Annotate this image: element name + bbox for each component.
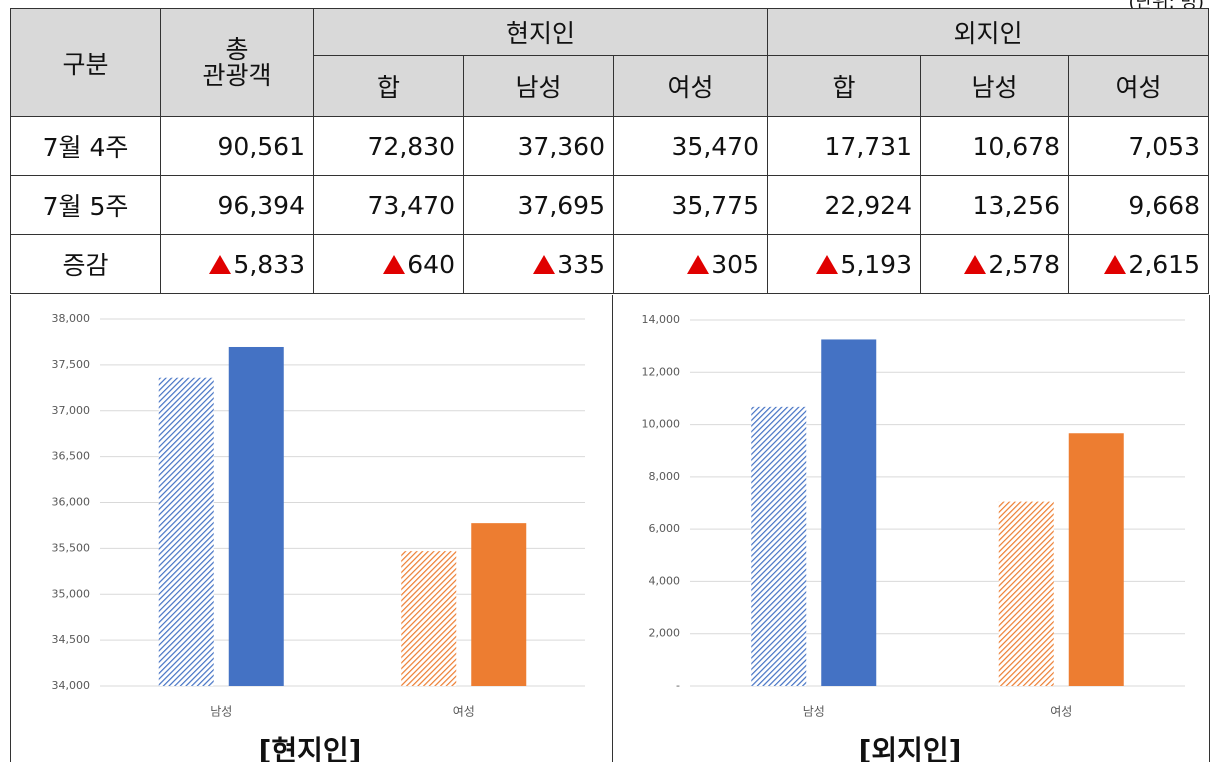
header-cell: 외지인 (767, 8, 1209, 56)
bar (821, 339, 877, 686)
subheader-cell: 합 (313, 55, 464, 117)
cell: 5,193 (767, 234, 921, 294)
x-tick-label: 여성 (1050, 705, 1072, 719)
change-value: 5,193 (840, 249, 912, 279)
cell: 35,470 (613, 116, 768, 176)
increase-icon (383, 254, 406, 274)
bar (158, 377, 214, 686)
table-row: 7월 4주 90,561 72,830 37,360 35,470 17,731 10,67… (10, 116, 1209, 176)
y-tick-label: 37,500 (52, 358, 91, 371)
cell: 22,924 (767, 175, 921, 235)
change-value: 335 (557, 249, 605, 279)
increase-icon (533, 254, 556, 274)
x-tick-label: 여성 (453, 705, 475, 719)
increase-icon (816, 254, 839, 274)
bar (228, 346, 284, 686)
cell: 10,678 (920, 116, 1069, 176)
row-label: 7월 5주 (10, 175, 161, 235)
divider (612, 295, 613, 762)
increase-icon (964, 254, 987, 274)
y-tick-label: - (676, 679, 680, 692)
subheader-cell: 남성 (920, 55, 1069, 117)
change-value: 640 (407, 249, 455, 279)
y-tick-label: 12,000 (642, 365, 681, 378)
change-value: 5,833 (233, 249, 305, 279)
change-value: 2,578 (988, 249, 1060, 279)
bar (1068, 433, 1124, 686)
table-row: 7월 5주 96,394 73,470 37,695 35,775 22,924 13,25… (10, 175, 1209, 235)
increase-icon (209, 254, 232, 274)
bar (471, 523, 527, 686)
increase-icon (687, 254, 710, 274)
cell: 2,578 (920, 234, 1069, 294)
x-tick-label: 남성 (803, 705, 825, 719)
cell: 96,394 (160, 175, 314, 235)
y-tick-label: 34,000 (52, 679, 91, 692)
change-value: 2,615 (1128, 249, 1200, 279)
y-tick-label: 14,000 (642, 313, 681, 326)
bar (401, 551, 457, 686)
y-tick-label: 8,000 (649, 470, 681, 483)
y-tick-label: 38,000 (52, 312, 91, 325)
y-tick-label: 36,500 (52, 450, 91, 463)
subheader-cell: 남성 (463, 55, 614, 117)
cell: 72,830 (313, 116, 464, 176)
y-tick-label: 35,500 (52, 541, 91, 554)
y-tick-label: 34,500 (52, 633, 91, 646)
y-tick-label: 37,000 (52, 404, 91, 417)
chart-title: [현지인] (259, 734, 362, 762)
y-tick-label: 6,000 (649, 522, 681, 535)
y-tick-label: 2,000 (649, 627, 681, 640)
cell: 13,256 (920, 175, 1069, 235)
subheader-cell: 여성 (1068, 55, 1209, 117)
y-tick-label: 36,000 (52, 496, 91, 509)
bar (998, 501, 1054, 686)
chart-area (10, 295, 1210, 762)
cell: 2,615 (1068, 234, 1209, 294)
cell: 37,360 (463, 116, 614, 176)
cell: 7,053 (1068, 116, 1209, 176)
cell: 335 (463, 234, 614, 294)
cell: 305 (613, 234, 768, 294)
row-label: 7월 4주 (10, 116, 161, 176)
table-row: 증감 5,833 640 335 305 5,193 2,578 2,615 (10, 234, 1209, 294)
cell: 640 (313, 234, 464, 294)
cell: 17,731 (767, 116, 921, 176)
y-tick-label: 35,000 (52, 587, 91, 600)
subheader-cell: 여성 (613, 55, 768, 117)
x-tick-label: 남성 (210, 705, 232, 719)
y-tick-label: 10,000 (642, 418, 681, 431)
chart-title: [외지인] (859, 734, 962, 762)
increase-icon (1104, 254, 1127, 274)
cell: 5,833 (160, 234, 314, 294)
y-tick-label: 4,000 (649, 574, 681, 587)
bar (751, 406, 807, 686)
cell: 35,775 (613, 175, 768, 235)
change-value: 305 (711, 249, 759, 279)
data-table: 구분 총 관광객 현지인 외지인 합 남성 여성 합 남성 여성 7월 4주 90,561 7… (10, 8, 1209, 294)
cell: 90,561 (160, 116, 314, 176)
row-label: 증감 (10, 234, 161, 294)
table-body: 7월 4주 90,561 72,830 37,360 35,470 17,731 10,67… (10, 116, 1209, 294)
cell: 73,470 (313, 175, 464, 235)
